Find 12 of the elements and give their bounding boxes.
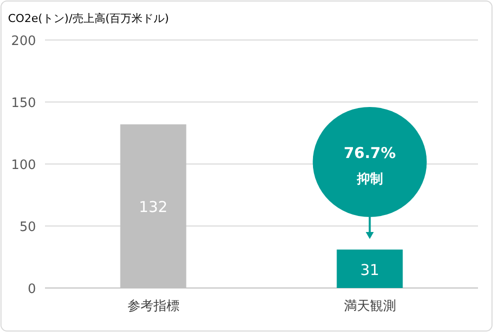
- annotation: 抑制: [356, 172, 383, 187]
- data-label: 31: [360, 260, 380, 279]
- data-label: 132: [138, 198, 168, 216]
- y-tick-label: 0: [28, 282, 36, 297]
- x-tick-label: 参考指標: [127, 299, 180, 314]
- y-tick-label: 100: [11, 158, 36, 173]
- y-tick-label: 150: [11, 96, 36, 111]
- y-tick-label: 50: [19, 220, 36, 235]
- y-tick-label: 200: [11, 34, 36, 49]
- y-axis-title: CO2e(トン)/売上高(百万米ドル): [8, 12, 169, 25]
- x-tick-label: 満天観測: [344, 299, 396, 314]
- annotation: 76.7%: [344, 144, 396, 162]
